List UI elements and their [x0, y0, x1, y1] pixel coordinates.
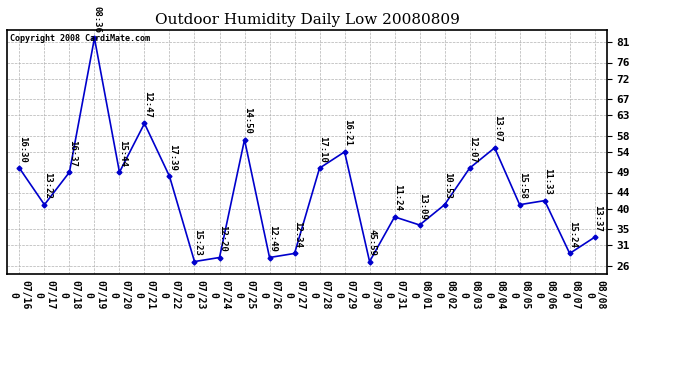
Text: 13:09: 13:09 — [418, 193, 427, 219]
Text: 15:24: 15:24 — [568, 221, 577, 248]
Text: 45:59: 45:59 — [368, 229, 377, 256]
Text: 08:36: 08:36 — [92, 6, 101, 33]
Text: 15:23: 15:23 — [193, 229, 201, 256]
Text: 12:49: 12:49 — [268, 225, 277, 252]
Text: 14:50: 14:50 — [243, 107, 252, 134]
Text: 13:22: 13:22 — [43, 172, 52, 199]
Text: 17:39: 17:39 — [168, 144, 177, 171]
Text: 12:07: 12:07 — [468, 136, 477, 163]
Text: Copyright 2008 CardiMate.com: Copyright 2008 CardiMate.com — [10, 34, 150, 43]
Text: 15:58: 15:58 — [518, 172, 527, 199]
Text: 15:44: 15:44 — [118, 140, 127, 166]
Text: 16:30: 16:30 — [18, 136, 27, 163]
Text: 12:34: 12:34 — [293, 221, 302, 248]
Title: Outdoor Humidity Daily Low 20080809: Outdoor Humidity Daily Low 20080809 — [155, 13, 460, 27]
Text: 12:20: 12:20 — [218, 225, 227, 252]
Text: 10:53: 10:53 — [443, 172, 452, 199]
Text: 16:21: 16:21 — [343, 120, 352, 146]
Text: 11:33: 11:33 — [543, 168, 552, 195]
Text: 13:07: 13:07 — [493, 116, 502, 142]
Text: 16:37: 16:37 — [68, 140, 77, 166]
Text: 17:10: 17:10 — [318, 136, 327, 163]
Text: 13:37: 13:37 — [593, 205, 602, 232]
Text: 12:47: 12:47 — [143, 91, 152, 118]
Text: 11:24: 11:24 — [393, 184, 402, 211]
